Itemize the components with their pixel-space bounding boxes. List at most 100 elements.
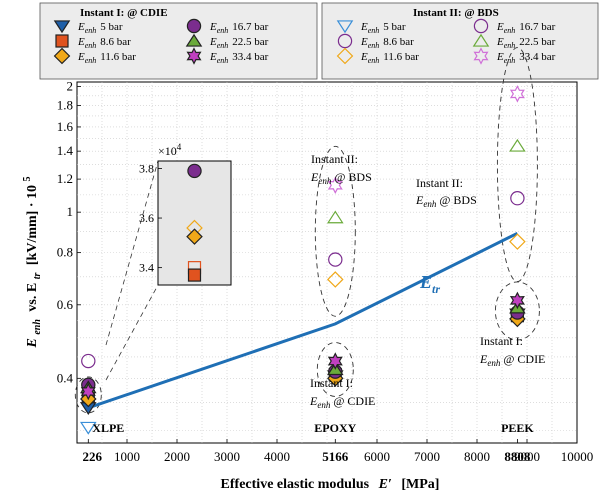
annotation-instant1-peek: Instant I: [480, 334, 523, 348]
inset-tick-label: 3.8 [139, 161, 154, 175]
legend: Instant I: @ CDIE Instant II: @ BDS Eenh… [39, 2, 599, 80]
y-tick-label: 2 [67, 78, 74, 93]
data-point [327, 352, 343, 370]
x-tick-label: 8000 [464, 449, 490, 464]
legend-entry-label: Eenh 5 bar [77, 21, 123, 35]
data-point [510, 191, 525, 206]
y-title-e: E [25, 338, 40, 348]
x-tick-label: 2000 [164, 449, 190, 464]
data-point [80, 382, 96, 401]
y-tick-label: 1.4 [57, 143, 74, 158]
legend-box-instant2 [321, 2, 599, 80]
legend-marker [53, 47, 71, 65]
legend-marker [336, 47, 354, 65]
cluster-ellipse-peek-instant2 [496, 47, 538, 283]
y-title-mid: vs. E [25, 283, 40, 312]
x-tick-label: 6000 [364, 449, 390, 464]
legend-box-instant1 [39, 2, 318, 80]
x-axis-title-symbol: E′ [378, 477, 392, 492]
y-title-sub2: tr [32, 273, 43, 280]
material-label: EPOXY [314, 421, 356, 435]
legend-marker [185, 33, 203, 47]
legend-entry-label: Eenh 33.4 bar [209, 51, 269, 65]
annotation-instant2-peek: Instant II: [416, 176, 463, 190]
legend-marker [472, 33, 490, 47]
inset-point [186, 228, 203, 245]
data-point [79, 421, 97, 435]
inset-multiplier: ×104 [158, 142, 182, 158]
y-tick-label: 0.8 [57, 245, 73, 260]
legend-entry-label: Eenh 22.5 bar [496, 36, 556, 50]
data-markers [79, 85, 526, 435]
x-axis-title: Effective elastic modulus E′ [MPa] [221, 477, 440, 492]
annotation-ebds-epoxy: Eenh @ BDS [310, 170, 372, 186]
y-tick-label: 1 [67, 204, 74, 219]
material-label: XLPE [92, 421, 124, 435]
etr-line [87, 231, 519, 410]
legend-entry-label: Eenh 22.5 bar [209, 36, 269, 50]
data-point [509, 291, 525, 310]
legend-marker [186, 47, 202, 65]
x-axis-title-unit: [MPa] [401, 477, 439, 492]
y-axis-title: E enh vs. E tr [kV/mm] · 10 5 [22, 177, 43, 349]
y-title-sub: enh [32, 319, 43, 335]
data-point [327, 271, 344, 288]
cluster-ellipse-xlpe [74, 376, 102, 414]
annotation-ebds-peek: Eenh @ BDS [415, 193, 477, 209]
x-axis-title-text: Effective elastic modulus [221, 477, 370, 492]
material-label: PEEK [501, 421, 534, 435]
legend-entry-label: Eenh 11.6 bar [77, 51, 136, 65]
plot-area: 1000 2000 3000 4000 6000 7000 8000 9000 10000 226… [57, 47, 594, 464]
x-tick-label-material: 226 [83, 449, 103, 464]
inset-tick-label: 3.6 [139, 211, 154, 225]
x-tick-label: 4000 [264, 449, 290, 464]
svg-text:Effective elastic modulus: Effective elastic modulus E′ [MPa] [221, 477, 440, 492]
legend-marker [337, 33, 353, 49]
inset-box [157, 160, 232, 286]
inset-plot: 3.4 3.6 3.8 ×104 [105, 142, 232, 381]
legend-entry-label: Eenh 16.7 bar [496, 21, 556, 35]
legend-entry-label: Eenh 33.4 bar [496, 51, 556, 65]
y-axis: 0.4 0.6 0.8 1 1.2 1.4 1.6 1.8 2 [57, 78, 81, 385]
cluster-ellipse-epoxy-instant2 [314, 145, 356, 317]
inset-point [187, 163, 202, 179]
x-tick-label: 10000 [561, 449, 594, 464]
x-tick-label: 1000 [114, 449, 140, 464]
inset-point [187, 268, 202, 282]
data-point [81, 353, 96, 369]
data-point [328, 252, 343, 267]
cluster-ellipse-epoxy-instant1 [316, 342, 354, 397]
data-point [509, 233, 526, 250]
y-tick-label: 1.6 [57, 119, 74, 134]
legend-marker [186, 18, 202, 34]
annotations: Instant II: Eenh @ BDS Instant II: Eenh @ BDS… [309, 152, 545, 410]
y-tick-label: 1.8 [57, 98, 73, 113]
data-point [326, 210, 344, 224]
material-labels: XLPE EPOXY PEEK [92, 421, 534, 435]
data-point [509, 85, 525, 103]
x-tick-label: 9000 [514, 449, 540, 464]
data-point [509, 138, 526, 152]
data-point [327, 176, 343, 195]
x-tick-label: 3000 [214, 449, 240, 464]
annotation-instant2-epoxy: Instant II: [311, 152, 358, 166]
inset-connector [105, 160, 159, 346]
legend-entry-label: Eenh 8.6 bar [77, 36, 131, 50]
legend-title-instant2: Instant II: @ BDS [413, 7, 499, 19]
cluster-ellipses [74, 47, 540, 414]
grid [77, 82, 577, 443]
annotation-ecdie-epoxy: Eenh @ CDIE [309, 394, 375, 410]
annotation-ecdie-peek: Eenh @ CDIE [479, 352, 545, 368]
etr-label: Etr [419, 272, 440, 296]
inset-connector [105, 284, 159, 381]
legend-entry-label: Eenh 11.6 bar [360, 51, 419, 65]
legend-entry-label: Eenh 8.6 bar [360, 36, 414, 50]
legend-marker [473, 47, 489, 65]
x-tick-label-material: 8808 [504, 449, 531, 464]
legend-marker [473, 18, 489, 34]
legend-title-instant1: Instant I: @ CDIE [80, 7, 168, 19]
x-tick-label-material: 5166 [322, 449, 349, 464]
y-tick-label: 0.4 [57, 370, 74, 385]
